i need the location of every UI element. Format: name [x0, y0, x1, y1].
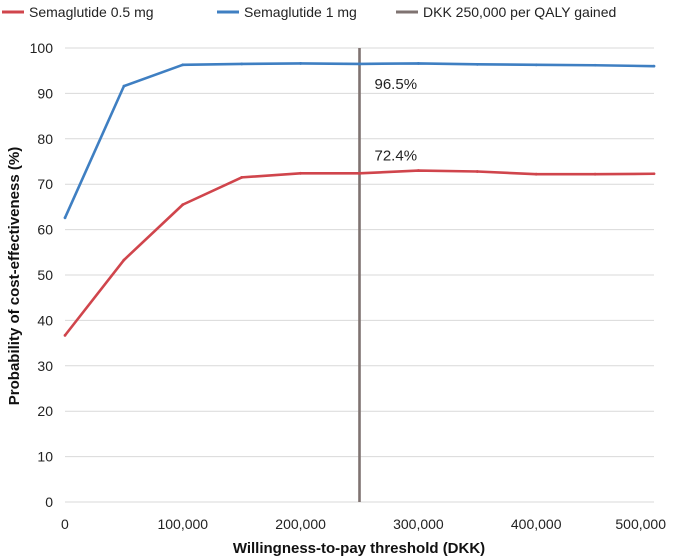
- y-tick-label-70: 70: [37, 176, 53, 192]
- series-1-point-9: [593, 63, 597, 67]
- x-tick-label-400000: 400,000: [511, 516, 562, 532]
- y-tick-label-10: 10: [37, 449, 53, 465]
- series-1-point-3: [240, 62, 244, 66]
- series-0-point-7: [475, 170, 479, 173]
- series-0-point-1: [122, 258, 126, 262]
- x-tick-label-100000: 100,000: [157, 516, 208, 532]
- series-0-point-9: [593, 172, 597, 176]
- series-0-point-10: [652, 172, 656, 176]
- series-1-point-8: [534, 63, 538, 67]
- series-1-point-2: [181, 63, 185, 67]
- legend-label-0: Semaglutide 0.5 mg: [29, 4, 154, 20]
- y-tick-label-30: 30: [37, 358, 53, 374]
- legend-label-1: Semaglutide 1 mg: [244, 4, 357, 20]
- series-0-point-4: [299, 171, 302, 175]
- y-tick-label-0: 0: [45, 494, 53, 510]
- y-tick-label-80: 80: [37, 131, 53, 147]
- x-axis-title: Willingness-to-pay threshold (DKK): [233, 540, 485, 557]
- series-1-point-7: [475, 62, 479, 66]
- x-tick-label-300000: 300,000: [393, 516, 444, 532]
- series-0-point-8: [534, 172, 538, 176]
- y-tick-label-20: 20: [37, 403, 53, 419]
- series-layer: [63, 62, 656, 337]
- series-1-point-0: [63, 216, 67, 220]
- series-0-point-2: [181, 203, 185, 207]
- series-0-point-0: [63, 333, 67, 337]
- series-1-point-4: [299, 62, 302, 65]
- x-tick-label-500000: 500,000: [615, 516, 666, 532]
- x-tick-label-0: 0: [61, 516, 69, 532]
- legend-label-2: DKK 250,000 per QALY gained: [423, 4, 616, 20]
- series-0-point-3: [240, 175, 244, 179]
- y-tick-label-90: 90: [37, 85, 53, 101]
- series-1-point-1: [122, 84, 126, 88]
- y-tick-label-50: 50: [37, 267, 53, 283]
- annotation-label-1: 72.4%: [375, 147, 418, 164]
- y-tick-label-60: 60: [37, 222, 53, 238]
- label-layer: 96.5% 72.4%: [375, 76, 418, 164]
- y-axis-title: Probability of cost-effectiveness (%): [6, 147, 23, 405]
- series-1-point-6: [417, 62, 420, 65]
- y-tick-label-100: 100: [30, 40, 54, 56]
- x-tick-label-200000: 200,000: [275, 516, 326, 532]
- annotation-label-0: 96.5%: [375, 76, 418, 93]
- axis-layer: 0 10 20 30 40 50 60 70 80 90 100 0 100,000 200,000 300…: [30, 40, 667, 532]
- legend: Semaglutide 0.5 mg Semaglutide 1 mg DKK 25…: [2, 4, 616, 20]
- series-0-point-6: [417, 169, 420, 172]
- series-1-point-10: [652, 64, 656, 68]
- series-0-point-5: [358, 171, 361, 175]
- series-1-point-5: [358, 62, 361, 66]
- y-tick-label-40: 40: [37, 312, 53, 328]
